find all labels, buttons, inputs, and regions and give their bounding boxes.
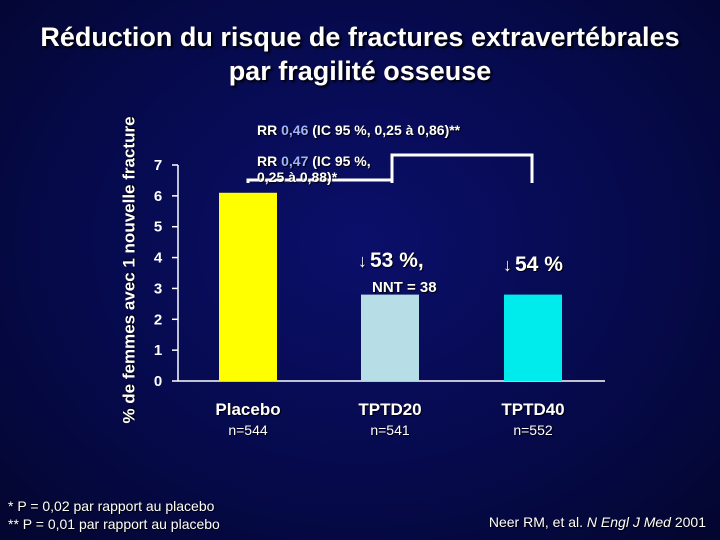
- reduction-tptd20: ↓ 53 %,: [358, 249, 424, 273]
- rr-tptd40-bracket: [390, 153, 534, 183]
- citation-authors: Neer RM, et al.: [488, 514, 584, 530]
- y-tick-label-7: 7: [154, 157, 162, 174]
- category-label-placebo: Placebo: [215, 400, 281, 419]
- rr-tptd20-suffix: (IC 95 %,: [308, 153, 371, 169]
- rr-tptd20-value: 0,47: [281, 153, 309, 169]
- y-tick-label-6: 6: [154, 188, 162, 205]
- citation: Neer RM, et al. N Engl J Med 2001: [489, 514, 706, 530]
- rr-tptd20-annotation: RR 0,47 (IC 95 %, 0,25 à 0,88)*: [257, 153, 371, 185]
- y-tick-label-0: 0: [154, 373, 162, 390]
- slide-title-line1: Réduction du risque de fractures extrave…: [40, 22, 680, 52]
- rr-tptd40-value: 0,46: [281, 122, 309, 138]
- footnotes: * P = 0,02 par rapport au placebo ** P =…: [8, 497, 220, 533]
- footnote-2: ** P = 0,01 par rapport au placebo: [8, 516, 220, 532]
- down-arrow-icon: ↓: [503, 255, 512, 275]
- n-label-tptd40: n=552: [513, 422, 553, 438]
- citation-year: 2001: [674, 514, 706, 530]
- down-arrow-icon: ↓: [358, 251, 367, 271]
- n-label-placebo: n=544: [228, 422, 268, 438]
- footnote-1: * P = 0,02 par rapport au placebo: [8, 498, 215, 514]
- rr-tptd40-prefix: RR: [257, 122, 282, 138]
- rr-tptd20-prefix: RR: [257, 153, 282, 169]
- reduction-tptd20-value: 53 %,: [370, 249, 424, 272]
- reduction-tptd40-value: 54 %: [515, 253, 563, 276]
- category-label-tptd40: TPTD40: [501, 400, 565, 419]
- rr-tptd20-bracket: [246, 178, 394, 183]
- n-label-tptd20: n=541: [370, 422, 410, 438]
- y-tick-label-2: 2: [154, 311, 162, 328]
- y-tick-label-5: 5: [154, 219, 162, 236]
- reduction-tptd40: ↓ 54 %: [503, 253, 563, 277]
- citation-journal: N Engl J Med: [586, 514, 671, 530]
- bar-tptd40: [504, 294, 562, 381]
- nnt-tptd20: NNT = 38: [372, 279, 437, 296]
- rr-tptd20-line2: 0,25 à 0,88)*: [257, 169, 338, 185]
- bar-tptd20: [361, 294, 419, 381]
- y-tick-label-3: 3: [154, 280, 162, 297]
- y-tick-label-1: 1: [154, 342, 162, 359]
- rr-tptd40-suffix: (IC 95 %, 0,25 à 0,86)**: [308, 122, 461, 138]
- bar-placebo: [219, 192, 277, 381]
- category-label-tptd20: TPTD20: [358, 400, 422, 419]
- y-tick-label-4: 4: [154, 250, 163, 267]
- slide-title-line2: par fragilité osseuse: [228, 56, 492, 86]
- rr-tptd40-annotation: RR 0,46 (IC 95 %, 0,25 à 0,86)**: [257, 122, 460, 138]
